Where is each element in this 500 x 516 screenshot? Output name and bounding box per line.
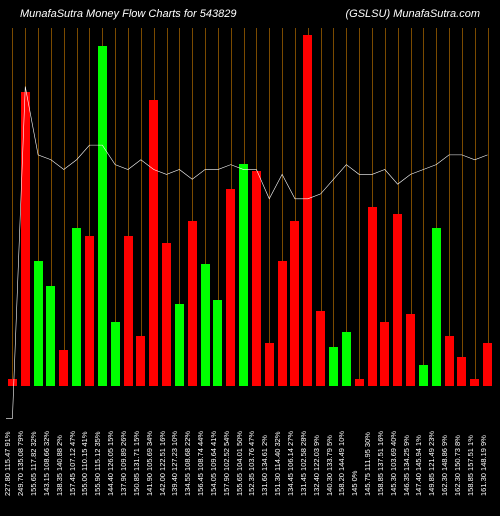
x-label: 141.90 105.69 34% — [145, 431, 154, 496]
x-label: 137.90 109.89 26% — [119, 431, 128, 496]
x-label: 157.45 107.12 47% — [68, 431, 77, 496]
x-label: 158.85 157.51 1% — [466, 435, 475, 496]
x-label: 155.90 115.12 35% — [93, 431, 102, 496]
x-label: 145 0% — [350, 471, 359, 496]
x-label: 158.20 144.49 10% — [337, 431, 346, 496]
x-label: 144.40 126.05 15% — [106, 431, 115, 496]
x-label: 150.85 131.71 15% — [132, 431, 141, 496]
x-label: 161.30 148.19 9% — [479, 435, 488, 496]
x-label: 162.30 150.73 8% — [453, 435, 462, 496]
x-label: 156.45 108.74 44% — [196, 431, 205, 496]
x-label: 138.35 140.88 2% — [55, 435, 64, 496]
trend-line — [6, 87, 488, 419]
x-label: 145.30 103.69 40% — [389, 431, 398, 496]
x-label: 134.45 106.14 27% — [286, 431, 295, 496]
x-label: 131.60 134.61 2% — [260, 435, 269, 496]
x-label: 132.40 122.03 9% — [312, 435, 321, 496]
x-label: 145.75 111.95 30% — [363, 432, 372, 496]
x-label: 131.45 102.58 28% — [299, 431, 308, 496]
x-label: 134.55 108.68 22% — [183, 431, 192, 496]
x-label: 157.90 102.52 54% — [222, 431, 231, 496]
chart-title: MunafaSutra Money Flow Charts for 543829 — [20, 8, 236, 20]
x-label: 162.30 148.86 9% — [440, 435, 449, 496]
x-label-slot: 161.30 148.19 9% — [481, 386, 494, 496]
x-label: 140.30 133.79 5% — [325, 435, 334, 496]
x-label: 155.65 117.82 32% — [29, 431, 38, 496]
x-label: 152.35 103.76 47% — [247, 431, 256, 496]
x-label: 227.80 115.47 91% — [3, 431, 12, 496]
x-label: 143.15 108.66 32% — [42, 431, 51, 496]
x-label: 154.05 109.64 41% — [209, 431, 218, 496]
chart-area — [6, 28, 494, 386]
x-label: 155.65 104.01 50% — [235, 431, 244, 496]
x-label: 139.40 127.23 10% — [170, 431, 179, 496]
x-label: 249.70 135.08 79% — [16, 431, 25, 496]
chart-x-labels: 227.80 115.47 91% 249.70 135.08 79% 155.65… — [6, 386, 494, 496]
x-label: 158.85 137.51 16% — [376, 431, 385, 496]
x-label: 142.00 122.51 16% — [158, 431, 167, 496]
x-label: 155.00 110.15 41% — [80, 431, 89, 496]
x-label: 151.30 114.40 32% — [273, 431, 282, 496]
x-label: 149.85 121.49 23% — [427, 431, 436, 496]
x-label: 146.35 134.25 9% — [402, 435, 411, 496]
chart-subtitle: (GSLSU) MunafaSutra.com — [346, 8, 481, 20]
chart-header: MunafaSutra Money Flow Charts for 543829… — [0, 0, 500, 24]
x-label: 147.40 145.94 1% — [414, 435, 423, 496]
